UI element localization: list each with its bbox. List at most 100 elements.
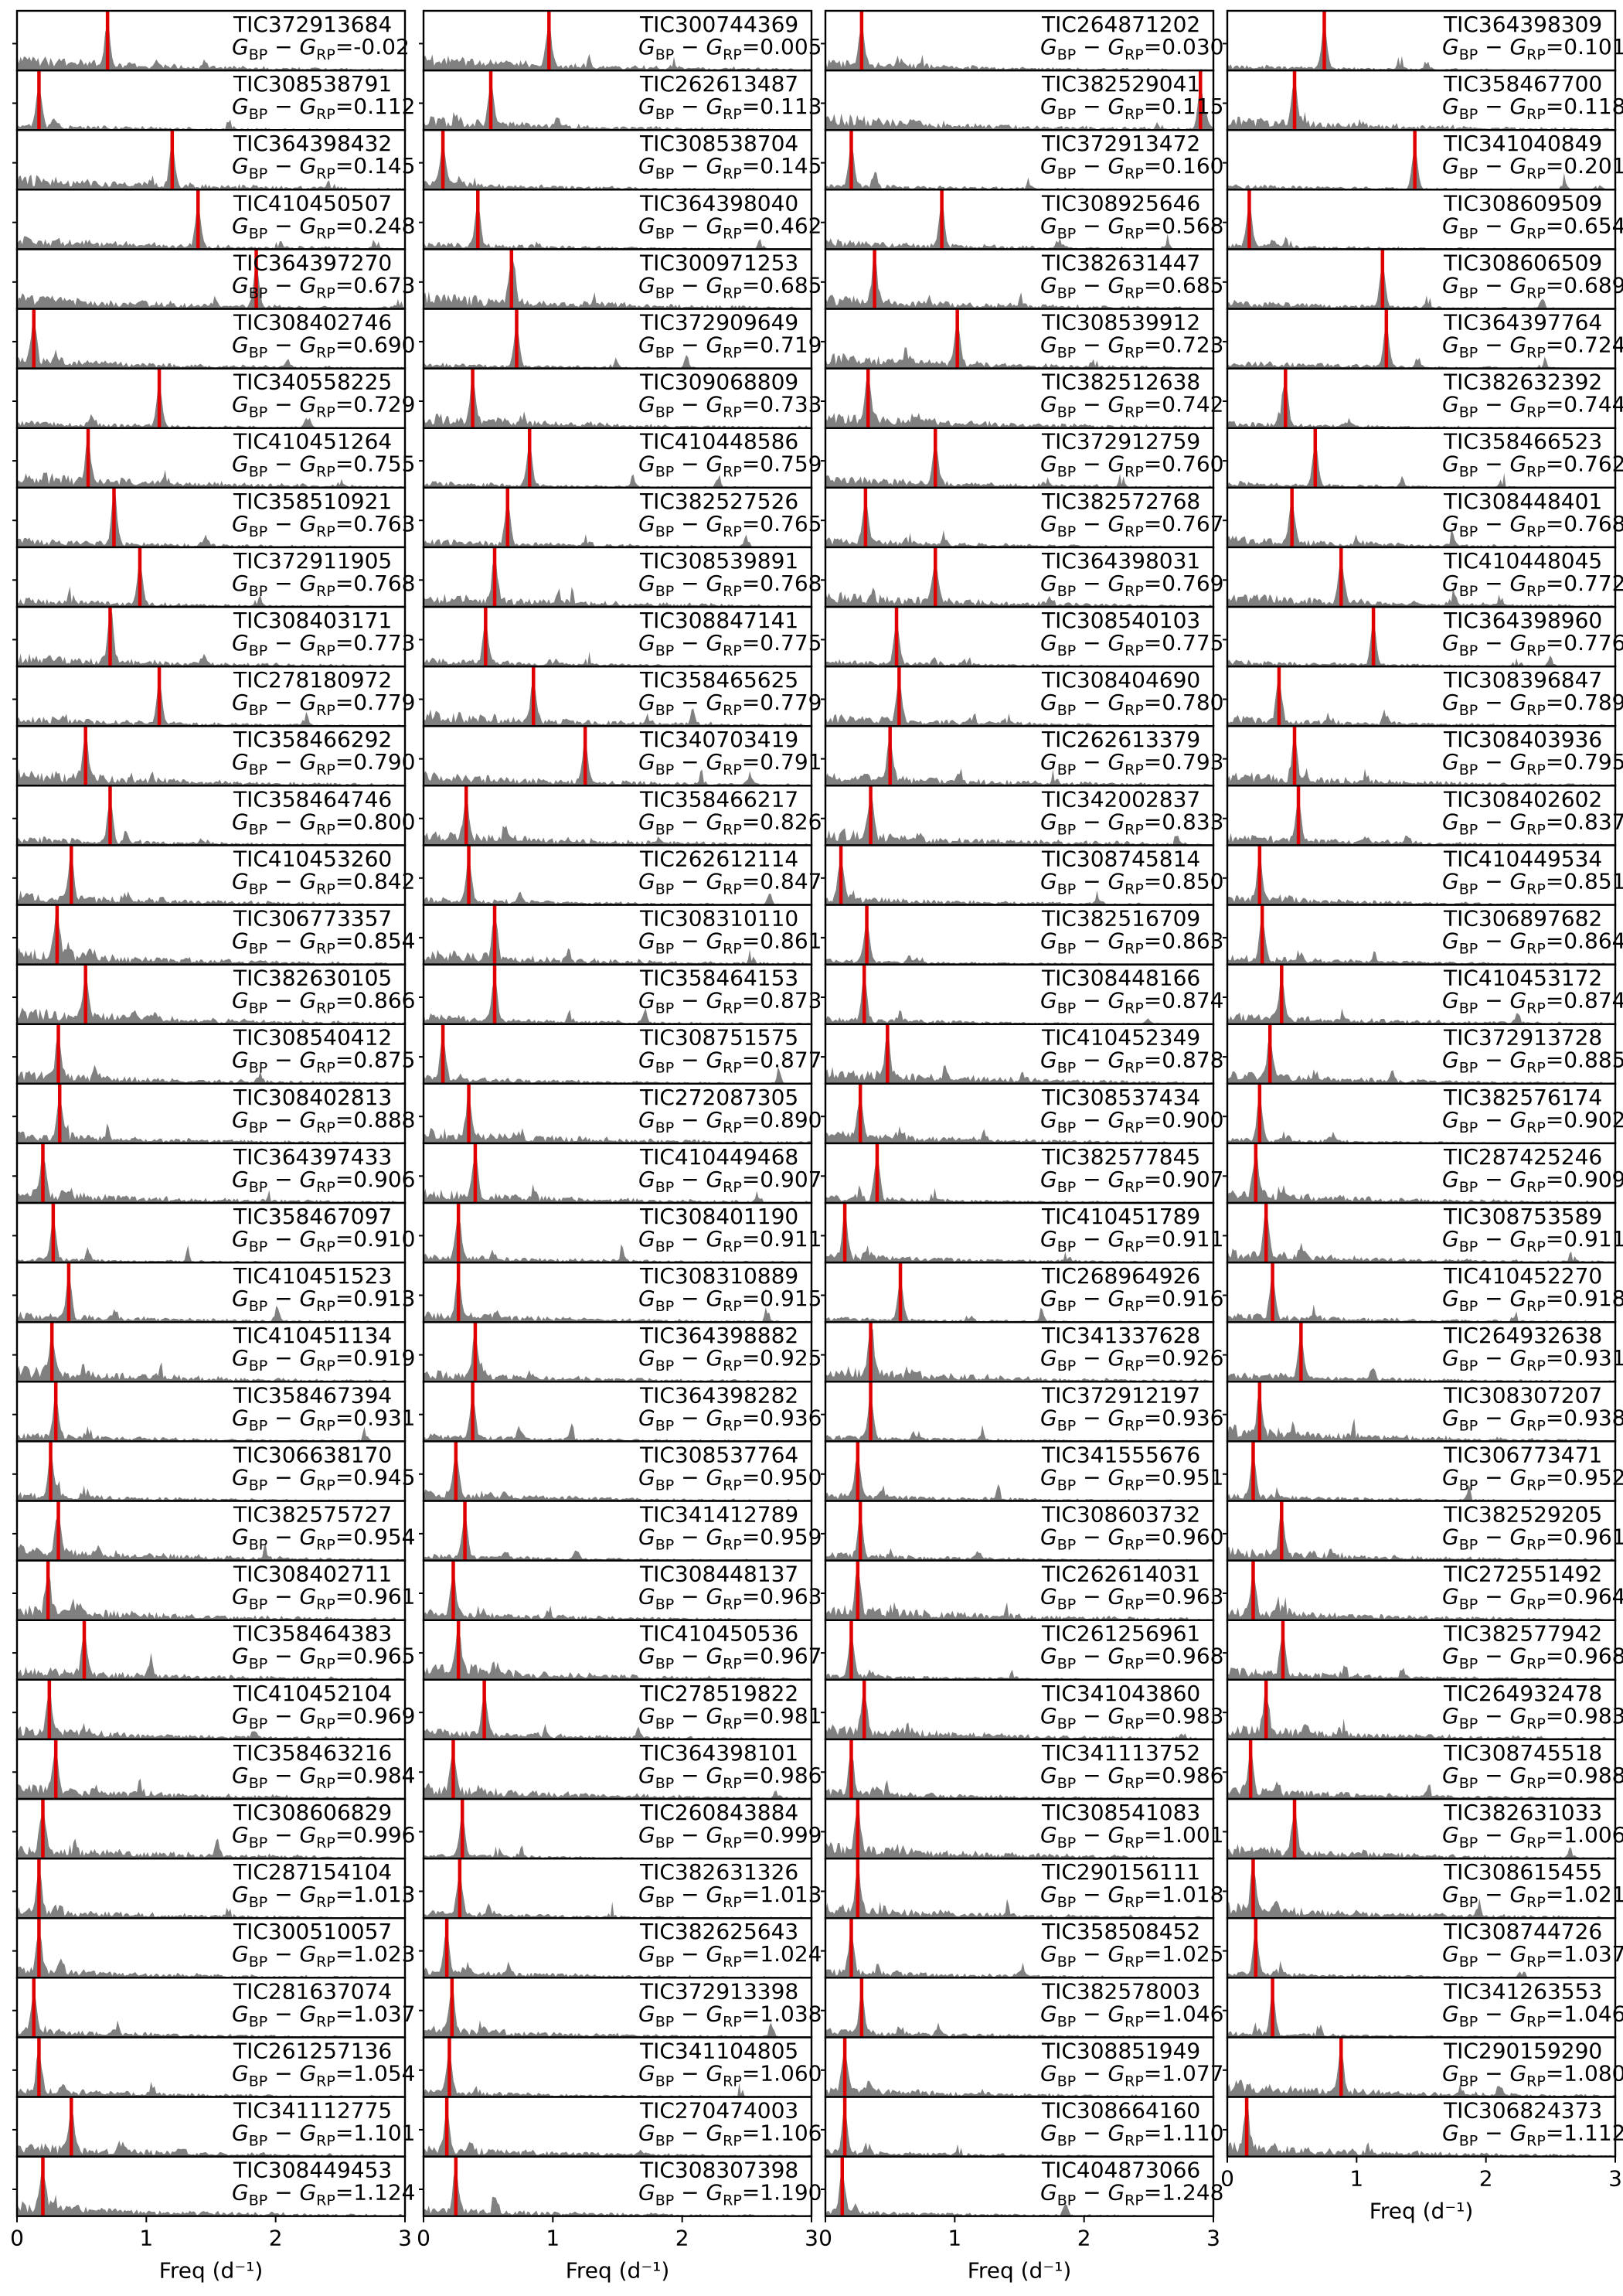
tic-label: TIC410451134 bbox=[233, 1323, 392, 1348]
spectrum-area bbox=[825, 1991, 1213, 2038]
spectrum-area bbox=[424, 1515, 812, 1561]
spectrum-area bbox=[17, 1095, 405, 1143]
spectrum-area bbox=[1227, 1571, 1615, 1620]
spectrum-area bbox=[424, 21, 812, 71]
tic-label: TIC382516709 bbox=[1041, 906, 1200, 932]
color-index-label: GBP − GRP=0.951 bbox=[1040, 1464, 1223, 1494]
tic-label: TIC260843884 bbox=[639, 1800, 798, 1825]
spectrum-area bbox=[1227, 1514, 1615, 1561]
tic-label: TIC410452104 bbox=[233, 1681, 392, 1706]
spectrum-area bbox=[424, 1037, 812, 1084]
spectrum-area bbox=[17, 682, 405, 727]
color-index-label: GBP − GRP=0.945 bbox=[232, 1464, 415, 1494]
tic-label: TIC300510057 bbox=[233, 1919, 392, 1944]
color-index-label: GBP − GRP=0.965 bbox=[232, 1644, 415, 1673]
color-index-label: GBP − GRP=1.110 bbox=[1040, 2121, 1223, 2150]
color-index-label: GBP − GRP=0.936 bbox=[1040, 1405, 1223, 1434]
color-index-label: GBP − GRP=0.913 bbox=[232, 1286, 415, 1315]
panel-frame bbox=[824, 2155, 1215, 2217]
color-index-label: GBP − GRP=0.789 bbox=[1442, 690, 1623, 719]
tic-label: TIC308851949 bbox=[1041, 2038, 1200, 2063]
x-tick-label: 1 bbox=[139, 2226, 153, 2251]
tic-label: TIC272551492 bbox=[1443, 1562, 1602, 1587]
color-index-label: GBP − GRP=0.768 bbox=[638, 571, 822, 600]
tic-label: TIC358464383 bbox=[233, 1621, 392, 1647]
spectrum-area bbox=[424, 2107, 812, 2157]
spectrum-area bbox=[17, 1218, 405, 1263]
tic-label: TIC306897682 bbox=[1443, 906, 1602, 932]
color-index-label: GBP − GRP=0.685 bbox=[1040, 272, 1223, 301]
color-index-label: GBP − GRP=0.775 bbox=[1040, 630, 1223, 659]
color-index-label: GBP − GRP=0.837 bbox=[1442, 809, 1623, 838]
tic-label: TIC341263553 bbox=[1443, 1978, 1602, 2004]
tic-label: TIC382631447 bbox=[1041, 250, 1200, 275]
tic-label: TIC372913398 bbox=[639, 1978, 798, 2004]
color-index-label: GBP − GRP=0.963 bbox=[638, 1584, 822, 1613]
spectrum-area bbox=[424, 979, 812, 1024]
tic-label: TIC410448586 bbox=[639, 429, 798, 455]
tic-label: TIC308541083 bbox=[1041, 1800, 1200, 1825]
spectrum-area bbox=[1227, 1388, 1615, 1442]
color-index-label: GBP − GRP=0.760 bbox=[1040, 451, 1223, 481]
color-index-label: GBP − GRP=1.190 bbox=[638, 2180, 822, 2209]
spectrum-area bbox=[825, 680, 1213, 727]
tic-label: TIC372912759 bbox=[1041, 429, 1200, 455]
color-index-label: GBP − GRP=0.851 bbox=[1442, 868, 1623, 898]
tic-label: TIC372913684 bbox=[233, 12, 392, 37]
spectrum-area bbox=[1227, 1746, 1615, 1799]
spectrum-area bbox=[424, 792, 812, 846]
spectrum-area bbox=[825, 2112, 1213, 2157]
tic-label: TIC341113752 bbox=[1041, 1740, 1200, 1766]
color-index-label: GBP − GRP=0.988 bbox=[1442, 1763, 1623, 1792]
spectrum-area bbox=[17, 1155, 405, 1203]
tic-label: TIC382577942 bbox=[1443, 1621, 1602, 1647]
color-index-label: GBP − GRP=0.724 bbox=[1442, 332, 1623, 362]
spectrum-area bbox=[424, 618, 812, 667]
spectrum-area bbox=[17, 1272, 405, 1323]
tic-label: TIC308615455 bbox=[1443, 1859, 1602, 1885]
color-index-label: GBP − GRP=1.018 bbox=[1040, 1882, 1223, 1911]
tic-label: TIC372909649 bbox=[639, 310, 798, 336]
tic-label: TIC342002837 bbox=[1041, 786, 1200, 812]
color-index-label: GBP − GRP=0.967 bbox=[638, 1644, 822, 1673]
tic-label: TIC382527526 bbox=[639, 489, 798, 514]
color-index-label: GBP − GRP=0.160 bbox=[1040, 153, 1223, 182]
tic-label: TIC364398040 bbox=[639, 190, 798, 216]
spectrum-area bbox=[424, 856, 812, 905]
spectrum-area bbox=[424, 2052, 812, 2097]
color-index-label: GBP − GRP=1.080 bbox=[1442, 2060, 1623, 2090]
spectrum-area bbox=[825, 1211, 1213, 1263]
spectrum-area bbox=[424, 1453, 812, 1501]
color-index-label: GBP − GRP=1.006 bbox=[1442, 1822, 1623, 1851]
color-index-label: GBP − GRP=1.037 bbox=[232, 2001, 415, 2030]
spectrum-area bbox=[17, 799, 405, 846]
tic-label: TIC358466292 bbox=[233, 727, 392, 752]
spectrum-area bbox=[424, 1330, 812, 1382]
color-index-label: GBP − GRP=0.888 bbox=[232, 1107, 415, 1136]
spectrum-area bbox=[825, 205, 1213, 250]
tic-label: TIC261257136 bbox=[233, 2038, 392, 2063]
